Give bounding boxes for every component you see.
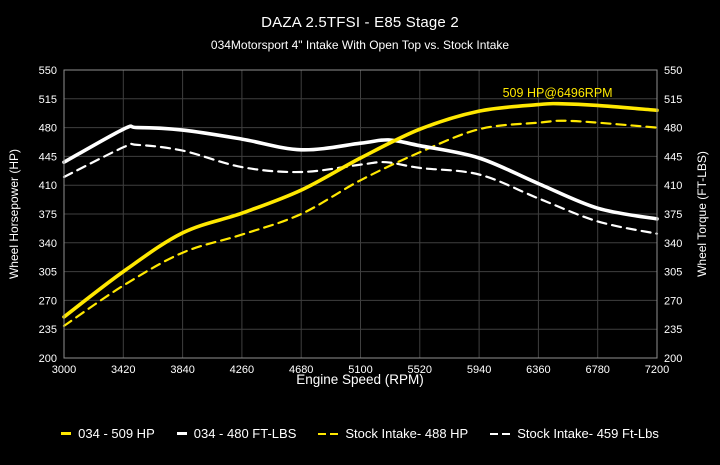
y-tick-label-left: 200 [39, 353, 57, 365]
curve-stock-intake-459-ft-lbs [62, 142, 659, 235]
x-tick-label: 7200 [645, 364, 669, 376]
curve-stock-intake-488-hp [62, 119, 659, 327]
x-tick-label: 3420 [111, 364, 135, 376]
legend-label: Stock Intake- 459 Ft-Lbs [517, 426, 659, 441]
legend-label: 034 - 509 HP [78, 426, 155, 441]
legend-solid-line-icon [176, 432, 187, 435]
legend-item: 034 - 509 HP [61, 426, 155, 441]
y-tick-label-right: 305 [664, 267, 682, 279]
x-tick-label: 5100 [348, 364, 372, 376]
x-axis-label: Engine Speed (RPM) [296, 372, 424, 387]
y-tick-label-right: 270 [664, 295, 682, 307]
y-tick-label-left: 515 [39, 94, 57, 106]
legend-item: Stock Intake- 488 HP [318, 426, 468, 441]
curve-034-480-ft-lbs [62, 124, 659, 221]
legend-dashed-line-icon [318, 432, 339, 435]
legend-label: 034 - 480 FT-LBS [193, 426, 297, 441]
y-tick-label-right: 235 [664, 324, 682, 336]
x-tick-label: 6780 [585, 364, 609, 376]
y-tick-label-left: 235 [39, 324, 57, 336]
legend-dashed-line-icon [490, 432, 511, 435]
y-tick-label-left: 375 [39, 209, 57, 221]
x-tick-label: 4680 [289, 364, 313, 376]
y-tick-label-right: 445 [664, 151, 682, 163]
curve-034-509-hp [62, 101, 659, 319]
y-tick-label-left: 340 [39, 238, 57, 250]
y-tick-label-right: 340 [664, 238, 682, 250]
y-tick-label-right: 410 [664, 180, 682, 192]
legend: 034 - 509 HP 034 - 480 FT-LBS Stock Intake… [0, 426, 720, 441]
y-tick-label-right: 375 [664, 209, 682, 221]
x-tick-label: 4260 [230, 364, 254, 376]
y-tick-label-left: 480 [39, 123, 57, 135]
y-tick-label-left: 270 [39, 295, 57, 307]
y-tick-label-right: 480 [664, 123, 682, 135]
legend-item: 034 - 480 FT-LBS [176, 426, 297, 441]
plot-border [63, 69, 658, 359]
y-tick-label-left: 410 [39, 180, 57, 192]
chart-title: DAZA 2.5TFSI - E85 Stage 2 [261, 14, 459, 31]
y-tick-label-left: 305 [39, 267, 57, 279]
y-tick-label-right: 550 [664, 65, 682, 77]
x-tick-label: 5520 [408, 364, 432, 376]
legend-solid-line-icon [61, 432, 72, 435]
y-tick-label-left: 550 [39, 65, 57, 77]
legend-label: Stock Intake- 488 HP [345, 426, 469, 441]
peak-hp-annotation: 509 HP@6496RPM [503, 86, 613, 100]
x-tick-label: 5940 [467, 364, 491, 376]
x-tick-label: 3000 [52, 364, 76, 376]
x-tick-label: 6360 [526, 364, 550, 376]
legend-item: Stock Intake- 459 Ft-Lbs [490, 426, 659, 441]
y-tick-label-right: 200 [664, 353, 682, 365]
chart-subtitle: 034Motorsport 4" Intake With Open Top vs… [210, 38, 510, 52]
x-tick-label: 3840 [170, 364, 194, 376]
y-tick-label-right: 515 [664, 94, 682, 106]
y-tick-label-left: 445 [39, 151, 57, 163]
